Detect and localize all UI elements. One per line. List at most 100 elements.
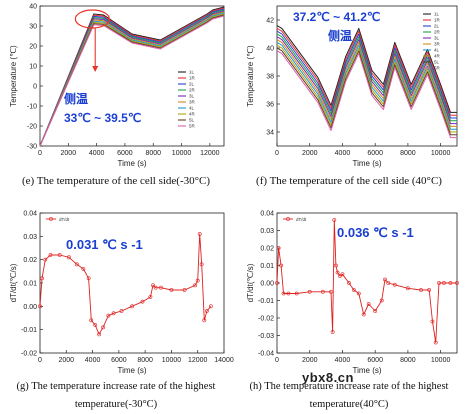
chart-h-data-point: [340, 272, 345, 277]
chart-h-data-point: [379, 298, 384, 303]
chart-g-data-point: [97, 332, 102, 337]
chart-e-ytick-label: 10: [29, 64, 37, 71]
chart-h-xtick-label: 2000: [302, 357, 318, 364]
chart-h-data-point: [383, 277, 387, 282]
chart-f-ytick-label: 40: [266, 46, 274, 53]
chart-h-xtick-label: 8000: [400, 357, 416, 364]
chart-e-ylabel: Temperature (℃): [9, 45, 18, 107]
chart-f-annotation-line2: 侧温: [328, 28, 352, 43]
chart-h-ytick-label: 0.02: [260, 246, 274, 253]
chart-g-data-point: [119, 309, 124, 313]
chart-g-ytick-label: 0.00: [23, 304, 37, 311]
chart-g-xtick-label: 12000: [188, 357, 208, 364]
chart-h-data-point: [427, 288, 432, 292]
chart-h-data-point: [330, 330, 335, 334]
chart-f-series-line-5R: [276, 50, 457, 139]
chart-g-data-point: [130, 304, 134, 309]
chart-h-ytick-label: -0.02: [258, 316, 274, 323]
chart-e-annotation-line2: 33℃ ~ 39.5℃: [64, 111, 141, 125]
chart-h-ylabel: dT/dt(℃/s): [246, 263, 255, 302]
chart-e-legend-label: 5L: [189, 118, 195, 123]
chart-e-svg: 0 2000 4000 6000 8000 10000 12000 -30 -20 -10 0 10 2…: [9, 4, 225, 168]
chart-g-data-point: [101, 325, 105, 330]
chart-f-legend-label: 2R: [434, 30, 441, 35]
chart-g-xtick-label: 10000: [162, 357, 182, 364]
chart-e-caption: (e) The temperature of the cell side(-30…: [21, 175, 211, 187]
chart-h-data-point: [307, 289, 312, 294]
chart-g-data-point: [140, 299, 145, 304]
chart-g-ytick-label: -0.01: [21, 327, 37, 334]
chart-h-ytick-label: 0.00: [260, 281, 274, 288]
chart-e-arrow-head: [92, 66, 99, 72]
chart-f-series-line-4R: [276, 44, 457, 133]
chart-e-legend-label: 3R: [189, 100, 196, 105]
chart-f-ylabel: Temperature (℃): [246, 45, 255, 107]
chart-g-caption-line2: temperature(-30°C): [74, 399, 158, 410]
chart-h-data-point: [437, 281, 441, 285]
chart-e-annotation-line1: 侧温: [64, 91, 88, 106]
chart-e-xtick-label: 2000: [61, 150, 77, 157]
chart-g-ytick-label: 0.02: [23, 257, 37, 264]
chart-f-xtick-label: 6000: [367, 150, 383, 157]
chart-h-legend-label: dT/dt: [296, 217, 307, 222]
chart-e-legend-label: 5R: [189, 124, 196, 129]
chart-h-data-point: [361, 312, 366, 317]
chart-f-series-line-5L: [276, 47, 457, 136]
chart-g-xtick-label: 0: [38, 357, 42, 364]
chart-f-legend-label: 3R: [434, 42, 441, 47]
chart-h-xlabel: Time (s): [352, 366, 381, 375]
chart-g-data-point: [67, 255, 71, 260]
chart-g-data-point: [199, 262, 204, 267]
chart-h-data-point: [335, 270, 340, 275]
chart-h-series-line: [276, 219, 457, 343]
chart-g-data-point: [197, 232, 202, 236]
chart-g-legend-marker: [49, 217, 53, 221]
chart-e-series-line-3L: [39, 10, 225, 147]
chart-e-xtick-label: 0: [38, 150, 42, 157]
chart-h-xtick-label: 4000: [335, 357, 351, 364]
chart-f-annotation-line1: 37.2℃ ~ 41.2℃: [293, 10, 380, 24]
chart-f-series-line-3L: [276, 36, 457, 125]
chart-g-caption-line1: (g) The temperature increase rate of the…: [16, 381, 216, 392]
chart-g-xlabel: Time (s): [117, 366, 146, 375]
chart-h-data-point: [455, 281, 459, 285]
chart-h-data-point: [433, 340, 438, 345]
chart-g-ytick-label: 0.03: [23, 234, 37, 241]
chart-h-data-point: [329, 289, 333, 294]
chart-e-series-line-5R: [39, 15, 225, 147]
chart-f-caption: (f) The temperature of the cell side (40…: [256, 175, 442, 187]
chart-f-xtick-label: 4000: [335, 150, 351, 157]
chart-g-data-point: [151, 283, 155, 288]
chart-h-data-point: [366, 302, 371, 306]
chart-g-legend-label: dT/dt: [59, 217, 70, 222]
chart-g-data-point: [40, 276, 44, 281]
chart-g-data-point: [89, 318, 94, 323]
chart-f-legend-label: 3L: [434, 36, 440, 41]
chart-e-xtick-label: 8000: [145, 150, 161, 157]
chart-f-legend-label: 4L: [434, 48, 440, 53]
chart-h-annotation: 0.036 ℃ s -1: [337, 225, 414, 240]
chart-g-xtick-label: 6000: [111, 357, 127, 364]
chart-h-data-point: [281, 291, 286, 296]
chart-panel-e: 0 2000 4000 6000 8000 10000 12000 -30 -20 -10 0 10 2…: [0, 0, 232, 195]
chart-h-data-point: [442, 281, 446, 285]
chart-f-series-line-3R: [276, 39, 457, 127]
chart-h-data-point: [332, 218, 337, 222]
chart-e-ytick-label: -30: [27, 144, 37, 151]
chart-h-data-point: [294, 291, 299, 296]
chart-g-data-point: [193, 283, 197, 288]
chart-f-xtick-label: 10000: [431, 150, 451, 157]
chart-h-data-point: [419, 288, 423, 292]
chart-h-data-point: [279, 263, 283, 268]
chart-panel-g: 0 2000 4000 6000 8000 10000 12000 14000 -0.02 -0.…: [0, 205, 234, 414]
chart-e-legend-label: 3L: [189, 94, 195, 99]
chart-h-ytick-label: 0.01: [260, 263, 274, 270]
chart-e-plot-frame: [39, 5, 225, 147]
chart-e-xtick-label: 4000: [89, 150, 105, 157]
chart-f-series-line-2R: [276, 33, 457, 122]
chart-h-data-point: [356, 291, 361, 296]
chart-f-xtick-label: 8000: [400, 150, 416, 157]
chart-f-svg: 0 2000 4000 6000 8000 10000 34 36 38 40 42 Time (s)…: [246, 5, 458, 168]
chart-e-legend-label: 2L: [189, 82, 195, 87]
chart-h-data-point: [352, 288, 356, 292]
